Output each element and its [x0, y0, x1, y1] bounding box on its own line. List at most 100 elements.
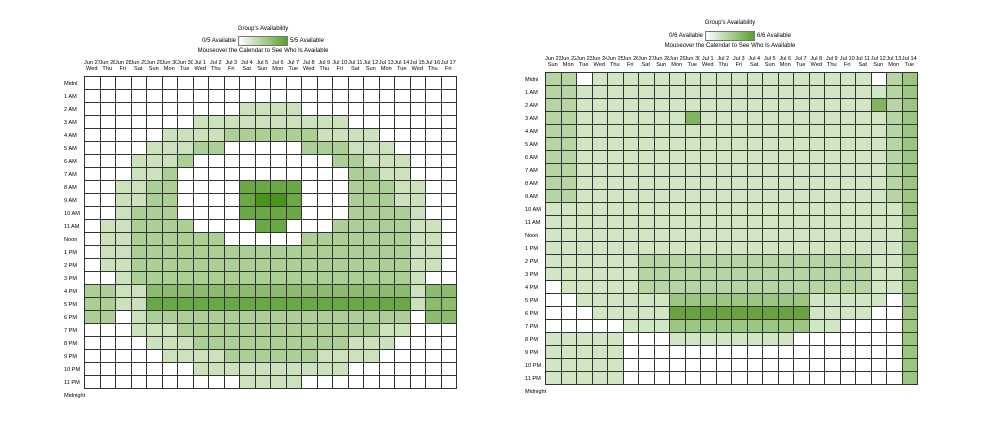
time-slot-cell[interactable] [670, 112, 686, 125]
time-slot-cell[interactable] [286, 207, 302, 220]
time-slot-cell[interactable] [809, 112, 825, 125]
time-slot-cell[interactable] [286, 142, 302, 155]
time-slot-cell[interactable] [410, 337, 426, 350]
time-slot-cell[interactable] [348, 116, 364, 129]
time-slot-cell[interactable] [255, 207, 271, 220]
time-slot-cell[interactable] [546, 216, 562, 229]
time-slot-cell[interactable] [100, 298, 116, 311]
time-slot-cell[interactable] [131, 324, 147, 337]
time-slot-cell[interactable] [116, 103, 132, 116]
time-slot-cell[interactable] [716, 281, 732, 294]
time-slot-cell[interactable] [178, 207, 194, 220]
time-slot-cell[interactable] [871, 320, 887, 333]
time-slot-cell[interactable] [778, 281, 794, 294]
time-slot-cell[interactable] [116, 77, 132, 90]
time-slot-cell[interactable] [685, 86, 701, 99]
time-slot-cell[interactable] [162, 194, 178, 207]
time-slot-cell[interactable] [902, 151, 918, 164]
time-slot-cell[interactable] [716, 372, 732, 385]
time-slot-cell[interactable] [608, 268, 624, 281]
time-slot-cell[interactable] [902, 203, 918, 216]
time-slot-cell[interactable] [271, 246, 287, 259]
time-slot-cell[interactable] [364, 246, 380, 259]
time-slot-cell[interactable] [379, 142, 395, 155]
time-slot-cell[interactable] [193, 350, 209, 363]
time-slot-cell[interactable] [317, 259, 333, 272]
time-slot-cell[interactable] [255, 194, 271, 207]
time-slot-cell[interactable] [747, 333, 763, 346]
time-slot-cell[interactable] [732, 125, 748, 138]
time-slot-cell[interactable] [147, 90, 163, 103]
time-slot-cell[interactable] [902, 307, 918, 320]
time-slot-cell[interactable] [271, 363, 287, 376]
time-slot-cell[interactable] [286, 259, 302, 272]
time-slot-cell[interactable] [271, 259, 287, 272]
time-slot-cell[interactable] [670, 281, 686, 294]
time-slot-cell[interactable] [592, 333, 608, 346]
time-slot-cell[interactable] [162, 103, 178, 116]
time-slot-cell[interactable] [685, 164, 701, 177]
time-slot-cell[interactable] [348, 376, 364, 389]
time-slot-cell[interactable] [763, 73, 779, 86]
time-slot-cell[interactable] [747, 177, 763, 190]
time-slot-cell[interactable] [592, 229, 608, 242]
time-slot-cell[interactable] [240, 311, 256, 324]
time-slot-cell[interactable] [441, 259, 457, 272]
time-slot-cell[interactable] [887, 99, 903, 112]
time-slot-cell[interactable] [623, 307, 639, 320]
time-slot-cell[interactable] [716, 307, 732, 320]
time-slot-cell[interactable] [623, 281, 639, 294]
time-slot-cell[interactable] [426, 259, 442, 272]
time-slot-cell[interactable] [426, 376, 442, 389]
time-slot-cell[interactable] [348, 285, 364, 298]
time-slot-cell[interactable] [732, 73, 748, 86]
time-slot-cell[interactable] [333, 350, 349, 363]
time-slot-cell[interactable] [348, 103, 364, 116]
time-slot-cell[interactable] [333, 376, 349, 389]
time-slot-cell[interactable] [716, 294, 732, 307]
time-slot-cell[interactable] [670, 190, 686, 203]
time-slot-cell[interactable] [856, 151, 872, 164]
time-slot-cell[interactable] [193, 324, 209, 337]
time-slot-cell[interactable] [395, 298, 411, 311]
time-slot-cell[interactable] [240, 337, 256, 350]
time-slot-cell[interactable] [131, 337, 147, 350]
time-slot-cell[interactable] [410, 233, 426, 246]
time-slot-cell[interactable] [561, 216, 577, 229]
time-slot-cell[interactable] [333, 233, 349, 246]
time-slot-cell[interactable] [410, 90, 426, 103]
time-slot-cell[interactable] [364, 90, 380, 103]
time-slot-cell[interactable] [271, 376, 287, 389]
time-slot-cell[interactable] [546, 86, 562, 99]
time-slot-cell[interactable] [224, 207, 240, 220]
time-slot-cell[interactable] [871, 164, 887, 177]
time-slot-cell[interactable] [441, 181, 457, 194]
time-slot-cell[interactable] [131, 90, 147, 103]
time-slot-cell[interactable] [348, 324, 364, 337]
time-slot-cell[interactable] [85, 155, 101, 168]
time-slot-cell[interactable] [670, 216, 686, 229]
time-slot-cell[interactable] [333, 207, 349, 220]
time-slot-cell[interactable] [623, 242, 639, 255]
time-slot-cell[interactable] [809, 268, 825, 281]
time-slot-cell[interactable] [147, 181, 163, 194]
time-slot-cell[interactable] [286, 220, 302, 233]
time-slot-cell[interactable] [364, 285, 380, 298]
time-slot-cell[interactable] [209, 103, 225, 116]
time-slot-cell[interactable] [856, 164, 872, 177]
time-slot-cell[interactable] [302, 116, 318, 129]
time-slot-cell[interactable] [546, 333, 562, 346]
time-slot-cell[interactable] [778, 346, 794, 359]
time-slot-cell[interactable] [116, 298, 132, 311]
time-slot-cell[interactable] [623, 86, 639, 99]
time-slot-cell[interactable] [441, 207, 457, 220]
time-slot-cell[interactable] [623, 177, 639, 190]
time-slot-cell[interactable] [887, 346, 903, 359]
time-slot-cell[interactable] [441, 272, 457, 285]
time-slot-cell[interactable] [209, 246, 225, 259]
time-slot-cell[interactable] [100, 272, 116, 285]
time-slot-cell[interactable] [732, 320, 748, 333]
time-slot-cell[interactable] [546, 255, 562, 268]
time-slot-cell[interactable] [856, 125, 872, 138]
time-slot-cell[interactable] [116, 246, 132, 259]
